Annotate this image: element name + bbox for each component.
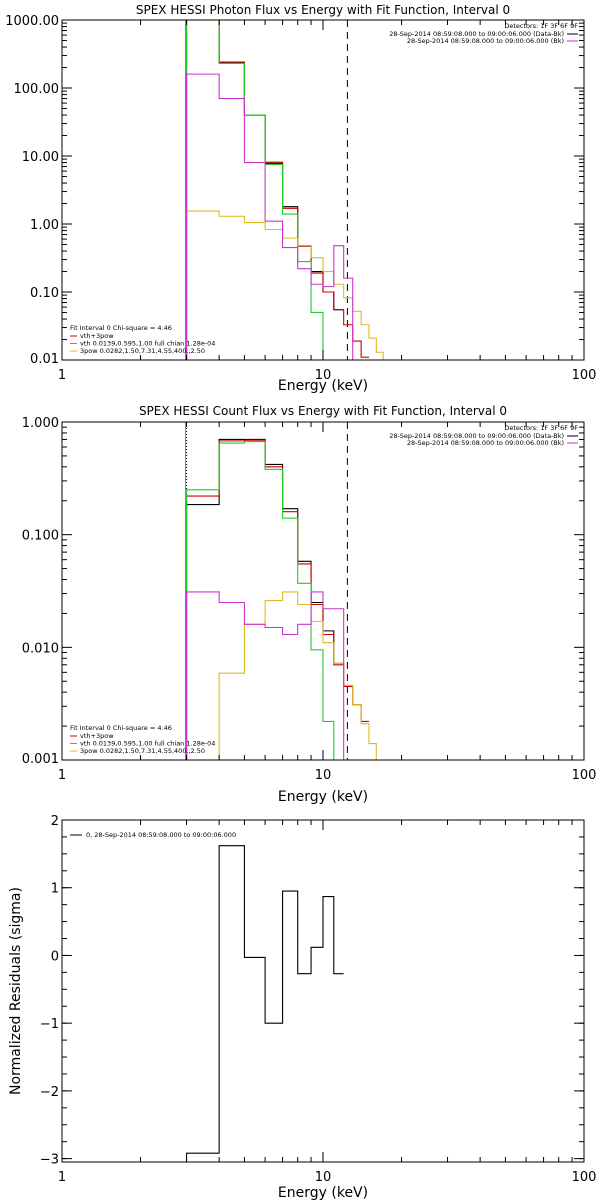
fit-legend-entry: 3pow 0.0282,1.50,7.31,4.55,400.,2.50 bbox=[80, 747, 205, 755]
y-tick-label: 1000.00 bbox=[5, 14, 59, 29]
legend-entry: 0, 28-Sep-2014 08:59:08.000 to 09:00:06.… bbox=[86, 831, 236, 839]
chart-title: SPEX HESSI Photon Flux vs Energy with Fi… bbox=[136, 3, 510, 17]
x-axis-label: Energy (keV) bbox=[278, 789, 368, 805]
fit-legend-entry: vth+3pow bbox=[80, 732, 114, 740]
series-line-2 bbox=[185, 20, 324, 360]
fit-legend-entry: 3pow 0.0282,1.50,7.31,4.55,400.,2.50 bbox=[80, 347, 205, 355]
x-tick-label: 100 bbox=[572, 368, 597, 383]
plot-frame bbox=[61, 19, 585, 361]
x-tick-label: 1 bbox=[58, 368, 66, 383]
y-tick-label: 0.01 bbox=[30, 352, 59, 367]
chart-panel-1: SPEX HESSI Count Flux vs Energy with Fit… bbox=[22, 404, 597, 805]
x-tick-label: 100 bbox=[572, 1170, 597, 1185]
fit-legend-header: Fit Interval 0 Chi-square = 4.46 bbox=[70, 324, 172, 332]
y-tick-label: 1.00 bbox=[30, 218, 59, 233]
y-tick-label: 1 bbox=[51, 882, 59, 897]
chart-panel-0: SPEX HESSI Photon Flux vs Energy with Fi… bbox=[5, 3, 597, 394]
x-tick-label: 1 bbox=[58, 1170, 66, 1185]
y-axis-label: Normalized Residuals (sigma) bbox=[8, 887, 24, 1095]
x-axis-label: Energy (keV) bbox=[278, 1185, 368, 1200]
y-tick-label: −1 bbox=[40, 1017, 59, 1032]
chart-panel-2: 1 10 100 −3 −2 −1 0 1 2 Energy (keV) Normalized Re… bbox=[8, 814, 596, 1200]
series-line-4 bbox=[185, 73, 354, 360]
y-tick-label: 0 bbox=[51, 949, 59, 964]
legend-entry: 28-Sep-2014 08:59:08.000 to 09:00:06.000… bbox=[389, 30, 564, 38]
x-tick-label: 10 bbox=[315, 768, 332, 783]
fit-legend-header: Fit Interval 0 Chi-square = 4.46 bbox=[70, 724, 172, 732]
plot-frame bbox=[61, 819, 585, 1163]
x-tick-label: 10 bbox=[315, 1170, 332, 1185]
y-tick-label: 100.00 bbox=[14, 82, 60, 97]
fit-legend-entry: vth 0.0139,0.595,1.00 full chian 1.28e-0… bbox=[80, 740, 215, 748]
fit-legend-entry: vth+3pow bbox=[80, 332, 114, 340]
y-tick-label: 0.001 bbox=[22, 752, 59, 767]
x-tick-label: 100 bbox=[572, 768, 597, 783]
series-line-4 bbox=[185, 591, 345, 760]
y-tick-label: −3 bbox=[40, 1153, 59, 1168]
series-group bbox=[185, 20, 384, 360]
legend-entry: 28-Sep-2014 08:59:08.000 to 09:00:06.000… bbox=[407, 37, 564, 45]
legend-entry: 28-Sep-2014 08:59:08.000 to 09:00:06.000… bbox=[407, 439, 564, 447]
legend-entry: 28-Sep-2014 08:59:08.000 to 09:00:06.000… bbox=[389, 432, 564, 440]
y-tick-label: 0.10 bbox=[30, 286, 59, 301]
x-tick-label: 1 bbox=[58, 768, 66, 783]
series-line-2 bbox=[185, 441, 335, 760]
y-tick-label: −2 bbox=[40, 1085, 59, 1100]
fit-legend-entry: vth 0.0139,0.595,1.00 full chian 1.28e-0… bbox=[80, 340, 215, 348]
y-tick-label: 0.100 bbox=[22, 529, 59, 544]
x-tick-label: 10 bbox=[315, 368, 332, 383]
series-group bbox=[185, 845, 344, 1162]
y-tick-label: 10.00 bbox=[22, 150, 59, 165]
series-line-3 bbox=[218, 591, 384, 760]
legend-header: Detectors: 1F 3F 6F 9F bbox=[504, 424, 578, 432]
series-line-0 bbox=[185, 845, 344, 1162]
chart-title: SPEX HESSI Count Flux vs Energy with Fit… bbox=[139, 404, 507, 418]
legend-header: Detectors: 1F 3F 6F 9F bbox=[504, 22, 578, 30]
y-tick-label: 0.010 bbox=[22, 641, 59, 656]
x-axis-label: Energy (keV) bbox=[278, 378, 368, 394]
y-tick-label: 2 bbox=[51, 814, 59, 829]
series-line-3 bbox=[185, 210, 384, 360]
series-line-1 bbox=[185, 20, 369, 360]
series-group bbox=[185, 438, 384, 760]
y-tick-label: 1.000 bbox=[22, 416, 59, 431]
